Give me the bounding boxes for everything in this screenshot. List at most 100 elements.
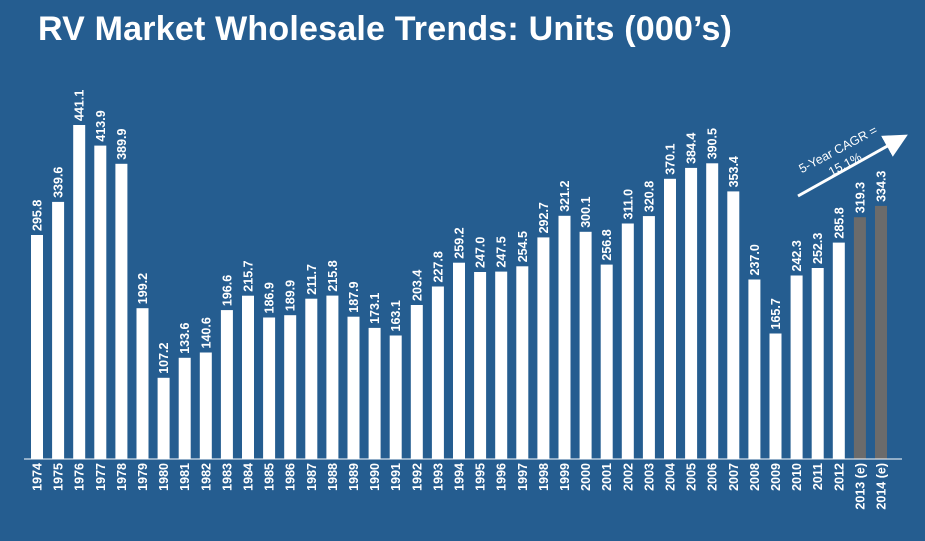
category-label: 2013 (e) bbox=[853, 463, 867, 510]
bar-1996 bbox=[495, 271, 508, 459]
value-label: 237.0 bbox=[748, 244, 762, 275]
value-label: 140.6 bbox=[199, 317, 213, 348]
bar-1978 bbox=[115, 163, 128, 460]
bar-1997 bbox=[516, 266, 529, 459]
category-label: 2005 bbox=[685, 463, 699, 491]
category-label: 2007 bbox=[727, 463, 741, 491]
value-label: 189.9 bbox=[284, 280, 298, 311]
category-label: 1975 bbox=[52, 463, 66, 491]
category-label: 1982 bbox=[199, 463, 213, 491]
bar-1986 bbox=[284, 315, 297, 459]
bar-1981 bbox=[178, 357, 191, 459]
bar-1980 bbox=[157, 377, 170, 459]
value-label: 441.1 bbox=[73, 90, 87, 121]
bar-1982 bbox=[199, 352, 212, 459]
value-label: 353.4 bbox=[727, 156, 741, 187]
bar-1984 bbox=[242, 295, 254, 459]
value-label: 187.9 bbox=[347, 281, 361, 312]
bar-1974 bbox=[31, 235, 43, 459]
bar-1979 bbox=[136, 308, 149, 459]
value-label: 163.1 bbox=[389, 300, 403, 331]
category-label: 1994 bbox=[453, 463, 467, 491]
category-label: 1998 bbox=[537, 463, 551, 491]
bar-2002 bbox=[621, 223, 634, 459]
category-label: 1990 bbox=[368, 463, 382, 491]
value-label: 256.8 bbox=[600, 229, 614, 260]
category-label: 1979 bbox=[136, 463, 150, 491]
category-label: 2008 bbox=[748, 463, 762, 491]
category-label: 1985 bbox=[263, 463, 277, 491]
category-label: 1984 bbox=[242, 463, 256, 491]
bar-2011 bbox=[811, 268, 824, 459]
bar-1998 bbox=[537, 237, 550, 459]
category-label: 2000 bbox=[579, 463, 593, 491]
value-label: 413.9 bbox=[94, 110, 108, 141]
category-label: 2001 bbox=[600, 463, 614, 491]
value-label: 247.0 bbox=[474, 237, 488, 268]
category-label: 1981 bbox=[178, 463, 192, 491]
value-label: 242.3 bbox=[790, 240, 804, 271]
category-label: 2011 bbox=[811, 463, 825, 490]
category-label: 1978 bbox=[115, 463, 129, 491]
category-label: 1974 bbox=[31, 463, 45, 491]
category-label: 2004 bbox=[664, 463, 678, 491]
bar-2005 bbox=[685, 167, 698, 459]
category-label: 2012 bbox=[832, 463, 846, 491]
value-label: 285.8 bbox=[832, 207, 846, 238]
bar-2003 bbox=[642, 216, 655, 459]
value-label: 247.5 bbox=[495, 236, 509, 267]
category-label: 1992 bbox=[410, 463, 424, 491]
category-label: 2002 bbox=[621, 463, 635, 491]
bar-2008 bbox=[748, 279, 761, 459]
category-label: 1977 bbox=[94, 463, 108, 491]
value-label: 390.5 bbox=[706, 128, 720, 159]
category-labels-group: 1974 1975 1976 1977 1978 1979 1980 1981 1982 1983… bbox=[31, 463, 889, 510]
bar-1983 bbox=[220, 310, 233, 459]
category-label: 2014 (e) bbox=[875, 463, 889, 510]
category-label: 1997 bbox=[516, 463, 530, 491]
value-label: 107.2 bbox=[157, 342, 171, 373]
bar-1987 bbox=[305, 298, 318, 459]
category-label: 2010 bbox=[790, 463, 804, 491]
category-label: 1988 bbox=[326, 463, 340, 491]
category-label: 2006 bbox=[706, 463, 720, 491]
value-label: 196.6 bbox=[220, 275, 234, 306]
category-label: 1993 bbox=[431, 463, 445, 491]
bar-1992 bbox=[410, 305, 423, 459]
cagr-arrow bbox=[797, 134, 908, 198]
value-label: 133.6 bbox=[178, 322, 192, 353]
value-label: 173.1 bbox=[368, 293, 382, 324]
bar-2007 bbox=[727, 191, 740, 459]
bar-1990 bbox=[368, 327, 381, 459]
category-label: 1986 bbox=[284, 463, 298, 491]
value-label: 300.1 bbox=[579, 196, 593, 227]
bar-2014--e bbox=[875, 205, 887, 459]
value-label: 186.9 bbox=[263, 282, 277, 313]
value-label: 254.5 bbox=[516, 231, 530, 262]
bars-group bbox=[31, 125, 887, 460]
bar-2001 bbox=[600, 264, 613, 459]
value-label: 165.7 bbox=[769, 298, 783, 329]
value-label: 321.2 bbox=[558, 180, 572, 211]
bar-1989 bbox=[347, 316, 360, 459]
value-label: 203.4 bbox=[410, 270, 424, 301]
category-label: 1999 bbox=[558, 463, 572, 491]
category-label: 1987 bbox=[305, 463, 319, 491]
bar-1991 bbox=[389, 335, 402, 459]
bar-2004 bbox=[664, 178, 676, 460]
value-label: 199.2 bbox=[136, 273, 150, 304]
value-label: 320.8 bbox=[642, 181, 656, 212]
category-label: 1976 bbox=[73, 463, 87, 491]
bar-1995 bbox=[474, 272, 487, 459]
bar-2013--e bbox=[853, 217, 866, 459]
value-label: 295.8 bbox=[31, 200, 45, 231]
chart-title: RV Market Wholesale Trends: Units (000’s… bbox=[38, 10, 733, 48]
value-labels-group: 295.8 339.6 441.1 413.9 389.9 199.2 107.2 133.6… bbox=[31, 90, 889, 374]
value-label: 252.3 bbox=[811, 233, 825, 264]
value-label: 215.8 bbox=[326, 260, 340, 291]
category-label: 1991 bbox=[389, 463, 403, 491]
bar-1976 bbox=[73, 125, 86, 459]
bar-1994 bbox=[453, 262, 465, 459]
value-label: 319.3 bbox=[853, 182, 867, 213]
